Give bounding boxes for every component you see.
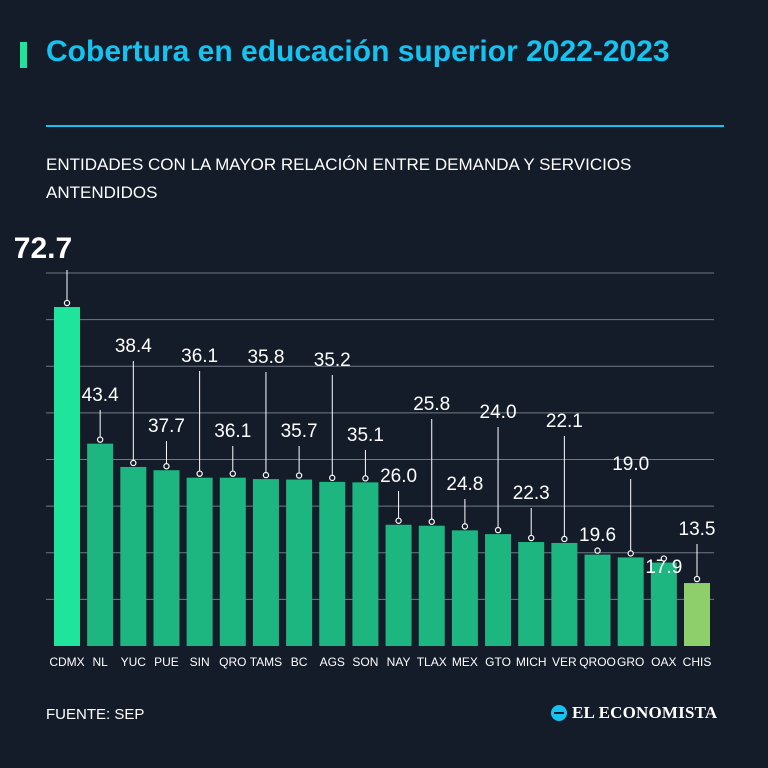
x-tick-label: TLAX [417, 655, 447, 669]
data-label: 35.1 [347, 425, 384, 446]
bar-nay [385, 524, 412, 646]
bar-ags [319, 481, 346, 646]
leader-dot [395, 517, 402, 524]
leader-dot [660, 555, 668, 562]
x-tick-label: TAMS [250, 655, 282, 669]
leader-dot [561, 535, 568, 543]
data-label: 26.0 [380, 466, 417, 487]
leader-dot [461, 523, 469, 530]
publisher-logo: EL ECONOMISTA [551, 703, 717, 723]
data-label: 24.0 [480, 402, 517, 423]
source-note: FUENTE: SEP [46, 706, 145, 723]
bar-qro [219, 477, 246, 646]
leader-dot [196, 470, 203, 477]
data-label: 35.8 [247, 347, 284, 368]
bar-oax [650, 562, 677, 646]
data-label: 43.4 [82, 385, 119, 406]
bar-gro [617, 557, 644, 646]
leader-dot [693, 575, 701, 583]
x-tick-label: BC [291, 655, 308, 669]
leader-dot [428, 518, 435, 525]
bar-nl [87, 443, 114, 646]
data-label: 25.8 [413, 394, 450, 415]
x-tick-label: QROO [579, 655, 616, 669]
leader-dot [229, 470, 236, 477]
data-label: 72.7 [14, 232, 72, 265]
leader-dot [494, 526, 502, 534]
title-divider [46, 125, 724, 127]
x-tick-label: YUC [121, 655, 147, 669]
chart-subtitle: ENTIDADES CON LA MAYOR RELACIÓN ENTRE DE… [46, 155, 632, 202]
data-label: 13.5 [679, 519, 716, 540]
leader-dot [262, 471, 270, 479]
x-tick-label: QRO [219, 655, 246, 669]
data-label: 36.1 [181, 346, 218, 367]
leader-dot [329, 474, 336, 482]
title-accent-bar [20, 42, 27, 68]
x-tick-label: VER [552, 655, 577, 669]
data-label: 19.0 [612, 454, 649, 475]
el-economista-logo-icon [551, 705, 567, 721]
bar-qroo [584, 554, 611, 646]
x-tick-label: SIN [190, 655, 210, 669]
leader-dot [594, 547, 601, 554]
data-label: 35.2 [314, 350, 351, 371]
bar-son [352, 482, 379, 646]
logo-text: EL ECONOMISTA [572, 703, 718, 722]
x-tick-label: GTO [485, 655, 511, 669]
bar-gto [485, 534, 512, 646]
bar-yuc [120, 466, 147, 646]
x-tick-label: OAX [651, 655, 676, 669]
x-tick-label: CDMX [49, 655, 84, 669]
x-tick-label: MEX [452, 655, 478, 669]
bar-tams [252, 479, 279, 646]
bar-mex [451, 530, 478, 646]
data-label: 36.1 [214, 421, 251, 442]
chart-title: Cobertura en educación superior 2022-202… [46, 35, 670, 68]
x-tick-label: NL [92, 655, 108, 669]
bar-sin [186, 477, 213, 646]
leader-dot [528, 534, 535, 542]
bar-tlax [418, 525, 445, 646]
bar-chis [684, 583, 710, 646]
x-tick-label: GRO [617, 655, 644, 669]
bar-pue [153, 470, 180, 646]
bar-bc [286, 479, 313, 646]
x-tick-label: SON [352, 655, 378, 669]
data-label: 38.4 [115, 336, 152, 357]
data-label: 37.7 [148, 416, 185, 437]
bar-ver [551, 542, 578, 646]
data-label: 22.1 [546, 411, 583, 432]
x-tick-label: AGS [320, 655, 345, 669]
x-tick-label: CHIS [683, 655, 712, 669]
x-tick-label: PUE [154, 655, 179, 669]
leader-dot [627, 550, 634, 557]
bar-mich [518, 542, 545, 646]
bar-cdmx [54, 307, 80, 646]
leader-dot [163, 463, 170, 470]
leader-dot [362, 475, 369, 482]
data-label: 19.6 [579, 525, 616, 546]
data-label: 17.9 [645, 557, 682, 578]
x-tick-label: NAY [387, 655, 411, 669]
data-label: 24.8 [446, 474, 483, 495]
leader-dot [96, 436, 104, 443]
data-label: 35.7 [281, 421, 318, 442]
leader-dot [295, 472, 303, 479]
data-label: 22.3 [513, 483, 550, 504]
leader-dot [63, 299, 71, 307]
leader-dot [130, 459, 137, 467]
x-tick-label: MICH [516, 655, 547, 669]
